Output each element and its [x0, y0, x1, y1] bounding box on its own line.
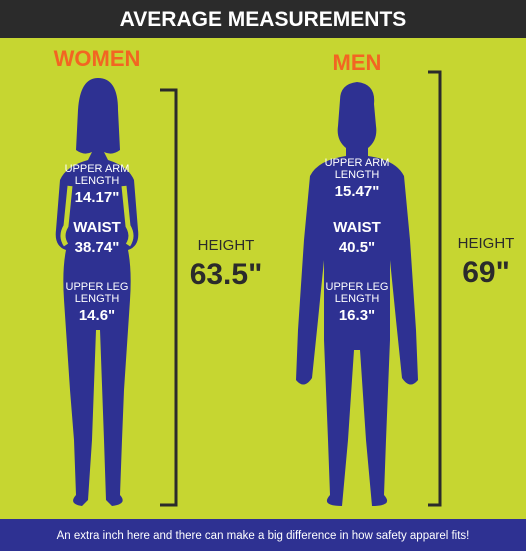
women-silhouette [55, 78, 139, 506]
measure-label: UPPER LEG [66, 281, 129, 293]
measure-label: LENGTH [335, 169, 380, 181]
measure-label: WAIST [73, 219, 121, 236]
measure-label: LENGTH [335, 293, 380, 305]
height-value: 69" [462, 256, 510, 289]
footer-text: An extra inch here and there can make a … [57, 530, 470, 542]
measure-label: UPPER ARM [65, 163, 130, 175]
measure-value: 14.17" [75, 189, 120, 206]
measure-value: 15.47" [335, 183, 380, 200]
measure-value: 40.5" [339, 239, 375, 256]
header-bar [0, 0, 526, 38]
measure-value: 38.74" [75, 239, 120, 256]
measure-label: UPPER LEG [326, 281, 389, 293]
measure-label: UPPER ARM [325, 157, 390, 169]
women-height-bracket [160, 88, 178, 507]
men-height-bracket [428, 70, 442, 507]
figure-label: MEN [333, 50, 382, 75]
height-value: 63.5" [190, 258, 263, 291]
measure-label: LENGTH [75, 175, 120, 187]
measure-label: WAIST [333, 219, 381, 236]
measure-label: LENGTH [75, 293, 120, 305]
height-label: HEIGHT [198, 237, 255, 254]
title: AVERAGE MEASUREMENTS [120, 8, 407, 31]
footer-bar [0, 519, 526, 551]
figure-label: WOMEN [54, 46, 141, 71]
height-label: HEIGHT [458, 235, 515, 252]
measure-value: 14.6" [79, 307, 115, 324]
measure-value: 16.3" [339, 307, 375, 324]
men-silhouette [296, 82, 418, 506]
